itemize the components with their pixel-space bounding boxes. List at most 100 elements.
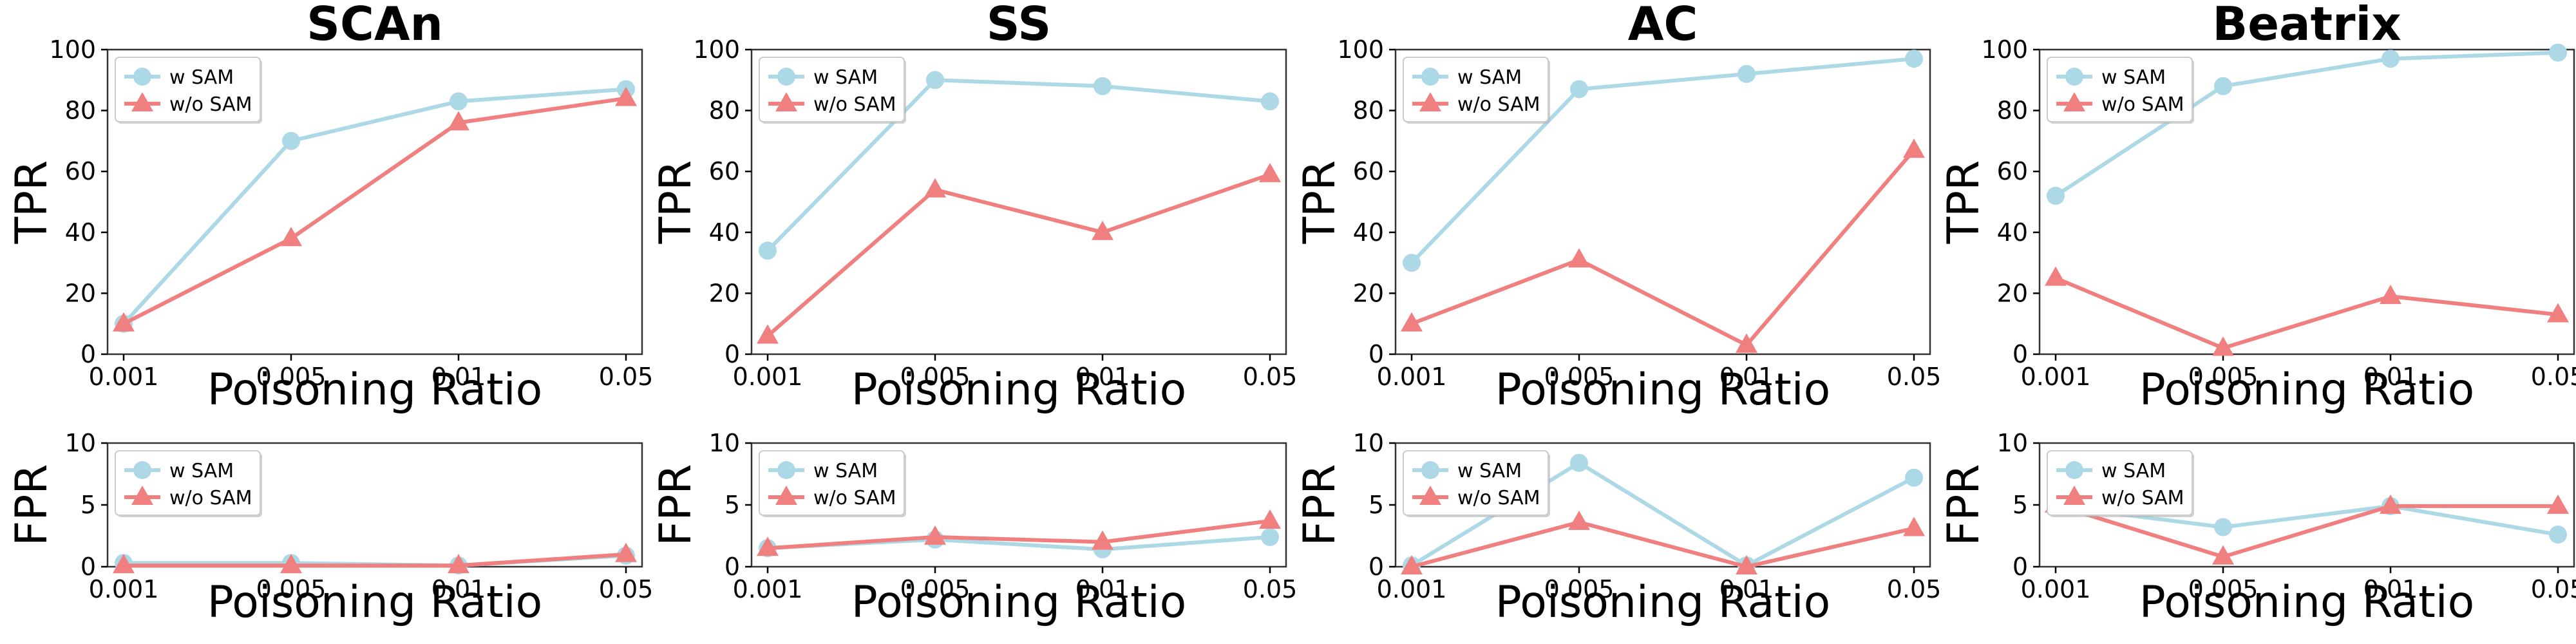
data-point-w-sam (2382, 50, 2400, 68)
legend-label-wo-sam: w/o SAM (169, 487, 252, 509)
x-tick-label: 0.05 (2531, 363, 2576, 391)
x-tick-label: 0.05 (2531, 575, 2576, 603)
data-point-w-sam (1738, 64, 1756, 83)
legend-label-w-sam: w SAM (1457, 66, 1522, 89)
series-line-w-sam (766, 78, 1272, 253)
x-axis-label: Poisoning Ratio (1495, 365, 1831, 415)
y-tick-label: 0 (724, 553, 740, 581)
series-line-w-o-sam (1410, 148, 1916, 347)
y-tick-label: 100 (693, 35, 740, 64)
y-axis-label: TPR (6, 160, 57, 245)
data-point-wo-sam (924, 525, 946, 545)
x-tick-label: 0.005 (256, 575, 327, 603)
y-tick-label: 10 (65, 429, 96, 457)
y-tick-label: 100 (1981, 35, 2028, 64)
series-line-w-o-sam (766, 518, 1272, 551)
data-point-wo-sam (448, 554, 469, 574)
legend-label-wo-sam: w/o SAM (1457, 487, 1540, 509)
x-tick-label: 0.001 (2021, 363, 2091, 391)
data-point-wo-sam (113, 554, 135, 574)
y-tick-label: 40 (1997, 218, 2028, 247)
data-point-w-sam (2047, 187, 2065, 205)
data-point-wo-sam (2045, 266, 2067, 286)
x-tick-label: 0.05 (1243, 575, 1298, 603)
data-point-wo-sam (280, 554, 302, 574)
x-tick-label: 0.001 (89, 575, 159, 603)
legend-marker-w-sam (2065, 461, 2083, 479)
panel-title: Beatrix (2212, 0, 2401, 51)
data-point-wo-sam (757, 324, 779, 344)
plot-frame (1394, 48, 1931, 355)
y-tick-label: 5 (80, 491, 96, 519)
x-axis-label: Poisoning Ratio (2139, 365, 2475, 415)
data-point-w-sam (1570, 453, 1588, 472)
x-axis-label: Poisoning Ratio (1495, 577, 1831, 628)
y-tick-label: 5 (1368, 491, 1384, 519)
series-line-w-sam (1410, 57, 1916, 265)
series-line-w-o-sam (766, 172, 1272, 338)
y-axis-label: FPR (650, 464, 701, 545)
series-line-w-o-sam (2054, 276, 2560, 350)
y-tick-label: 60 (1997, 157, 2028, 185)
y-tick-label: 0 (1368, 340, 1384, 368)
panel-title: SCAn (307, 0, 443, 51)
legend-label-w-sam: w SAM (169, 460, 234, 482)
y-axis-label: TPR (650, 160, 701, 245)
legend-marker-w-sam (133, 68, 151, 86)
x-tick-label: 0.05 (1887, 363, 1942, 391)
data-point-wo-sam (924, 178, 946, 198)
data-point-wo-sam (615, 542, 637, 562)
legend-marker-wo-sam (1419, 92, 1441, 111)
legend-label-wo-sam: w/o SAM (2101, 93, 2184, 116)
panel-ac-fpr: 0 5 10 0.001 0.005 0.01 0.05 Poisoning Ratio FPR… (1294, 429, 1941, 628)
data-point-w-sam (1261, 92, 1279, 111)
legend-marker-wo-sam (1419, 486, 1441, 505)
panel-ss-tpr: 0 20 40 60 80 100 0.001 0.005 0.01 0.05 Poisoning … (650, 0, 1297, 415)
data-point-wo-sam (1736, 333, 1757, 353)
legend-label-wo-sam: w/o SAM (1457, 93, 1540, 116)
y-tick-label: 10 (1997, 429, 2028, 457)
x-tick-label: 0.001 (1377, 363, 1447, 391)
series-w-o-sam (113, 86, 637, 332)
series-line-w-o-sam (122, 96, 628, 326)
x-axis-label: Poisoning Ratio (207, 365, 543, 415)
panel-ss-fpr: 0 5 10 0.001 0.005 0.01 0.05 Poisoning Ratio FPR… (650, 429, 1297, 628)
data-point-wo-sam (2380, 285, 2401, 305)
y-tick-label: 20 (1997, 279, 2028, 307)
panel-beatrix-fpr: 0 5 10 0.001 0.005 0.01 0.05 Poisoning Ratio FPR… (1938, 429, 2576, 628)
data-point-w-sam (1403, 254, 1421, 272)
y-tick-label: 0 (2012, 553, 2028, 581)
y-axis-label: FPR (1938, 464, 1989, 545)
x-tick-label: 0.01 (431, 363, 486, 391)
data-point-w-sam (2214, 77, 2232, 95)
data-point-wo-sam (1092, 220, 1113, 240)
y-tick-label: 100 (1337, 35, 1384, 64)
data-point-wo-sam (1568, 510, 1590, 530)
y-tick-label: 80 (1353, 97, 1384, 125)
series-line-w-sam (122, 87, 628, 326)
data-point-wo-sam (615, 86, 637, 106)
series-w-o-sam (2045, 266, 2569, 356)
panel-ac-tpr: 0 20 40 60 80 100 0.001 0.005 0.01 0.05 Poisoning … (1294, 0, 1941, 415)
data-point-w-sam (1905, 468, 1923, 487)
legend-label-wo-sam: w/o SAM (813, 487, 896, 509)
data-point-wo-sam (1401, 312, 1423, 332)
legend-marker-wo-sam (2063, 486, 2085, 505)
data-point-wo-sam (2212, 545, 2234, 565)
y-tick-label: 10 (709, 429, 740, 457)
data-point-w-sam (759, 242, 777, 260)
x-tick-label: 0.05 (1887, 575, 1942, 603)
y-tick-label: 20 (1353, 279, 1384, 307)
series-w-sam (1403, 50, 1923, 272)
x-tick-label: 0.005 (900, 575, 971, 603)
panel-scan-fpr: 0 5 10 0.001 0.005 0.01 0.05 Poisoning Ratio FPR… (6, 429, 653, 628)
legend: w SAM w/o SAM (759, 450, 906, 517)
x-tick-label: 0.005 (1544, 363, 1615, 391)
x-tick-label: 0.01 (1075, 575, 1130, 603)
x-tick-label: 0.001 (1377, 575, 1447, 603)
data-point-wo-sam (1401, 555, 1423, 574)
data-point-wo-sam (757, 536, 779, 556)
y-tick-label: 60 (1353, 157, 1384, 185)
data-point-wo-sam (2212, 336, 2234, 356)
